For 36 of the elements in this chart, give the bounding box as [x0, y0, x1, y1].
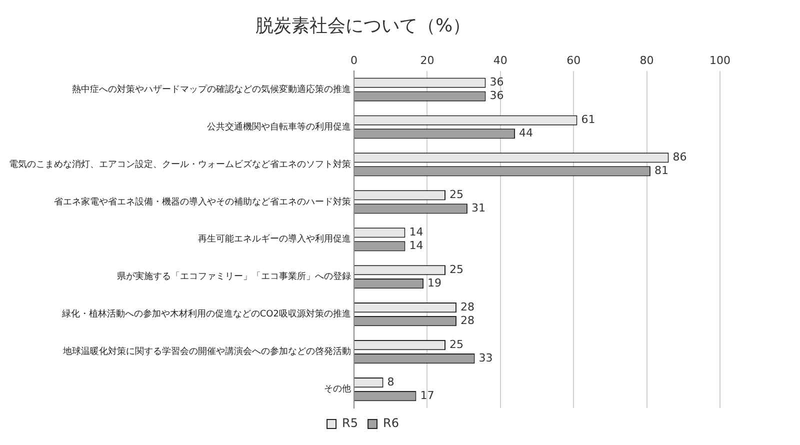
data-label: 8 — [387, 375, 394, 388]
y-tick-label: 公共交通機関や自転車等の利用促進 — [207, 121, 351, 132]
data-label: 61 — [581, 113, 596, 126]
data-label: 17 — [420, 388, 434, 402]
data-label: 19 — [428, 276, 442, 290]
data-label: 86 — [672, 150, 687, 164]
y-tick-label: 再生可能エネルギーの導入や利用促進 — [198, 234, 351, 245]
y-tick-label: 電気のこまめな消灯、エアコン設定、クール・ウォームビズなど省エネのソフト対策 — [9, 158, 351, 170]
data-label: 33 — [478, 351, 493, 364]
y-tick-label: 熱中症への対策やハザードマップの確認などの気候変動適応策の推進 — [72, 84, 351, 95]
x-tick-label: 60 — [566, 54, 581, 68]
data-label: 25 — [450, 262, 464, 276]
y-tick-label: 省エネ家電や省エネ設備・機器の導入やその補助など省エネのハード対策 — [54, 196, 351, 208]
data-label: 28 — [460, 314, 474, 327]
x-tick-label: 0 — [350, 54, 358, 68]
data-label: 36 — [490, 76, 504, 89]
y-tick-label: 県が実施する「エコファミリー」「エコ事業所」への登録 — [117, 271, 351, 282]
x-tick-label: 20 — [420, 54, 434, 68]
x-tick-label: 40 — [493, 54, 508, 68]
x-tick-label: 80 — [640, 54, 654, 68]
y-tick-label: 緑化・植林活動への参加や木材利用の促進などのCO2吸収源対策の推進 — [60, 308, 351, 320]
data-label: 28 — [460, 300, 474, 314]
x-tick-label: 100 — [710, 54, 730, 68]
data-label: 25 — [450, 188, 464, 202]
data-label: 44 — [519, 126, 534, 140]
legend-label: R5 — [342, 416, 358, 430]
data-label: 31 — [471, 202, 486, 215]
y-tick-label: その他 — [324, 384, 351, 395]
legend-label: R6 — [383, 416, 399, 430]
data-label: 81 — [654, 164, 668, 178]
data-label: 14 — [409, 239, 424, 252]
y-tick-label: 地球温暖化対策に関する学習会の開催や講演会への参加などの啓発活動 — [62, 346, 351, 358]
data-label: 25 — [450, 338, 464, 351]
data-label: 14 — [409, 226, 424, 239]
chart-title: 脱炭素社会について（%） — [255, 15, 471, 36]
data-label: 36 — [490, 89, 504, 102]
